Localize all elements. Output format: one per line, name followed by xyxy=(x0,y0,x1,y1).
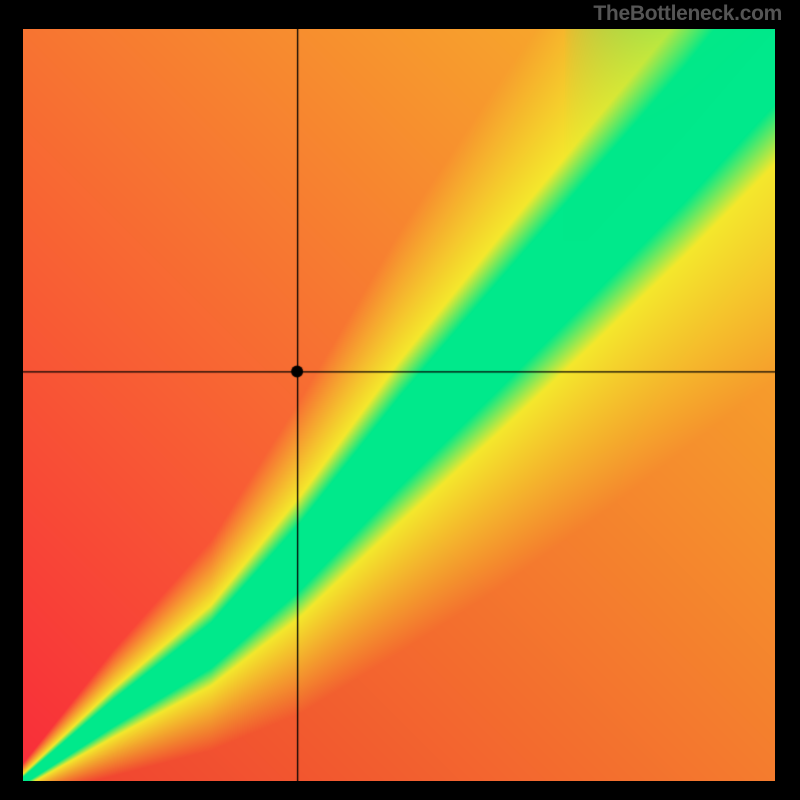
attribution-label: TheBottleneck.com xyxy=(593,2,782,26)
chart-container: TheBottleneck.com xyxy=(0,0,800,800)
plot-area xyxy=(23,29,775,781)
heatmap-canvas xyxy=(23,29,775,781)
